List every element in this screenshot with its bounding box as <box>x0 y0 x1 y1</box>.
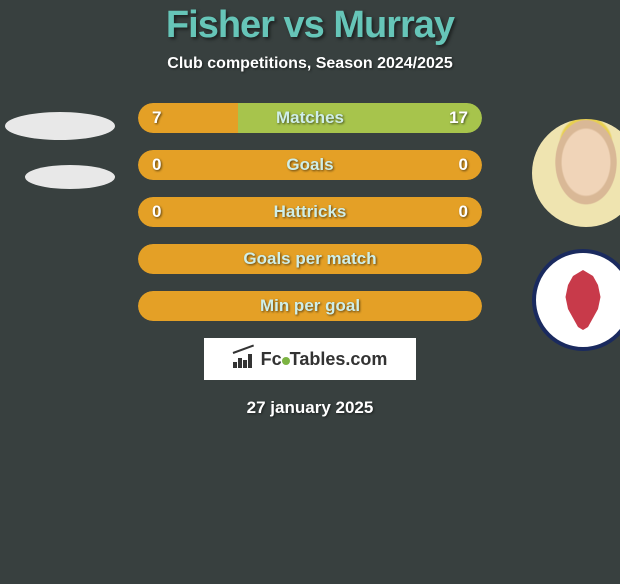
brand-prefix: Fc <box>261 349 282 369</box>
generation-date: 27 january 2025 <box>0 398 620 418</box>
watermark-badge: Fc Tables.com <box>204 338 416 380</box>
stat-value-left: 7 <box>152 108 161 128</box>
brand-text: Fc Tables.com <box>261 349 388 370</box>
stat-row: Goals0 0 <box>138 150 482 180</box>
stat-row: Hattricks0 0 <box>138 197 482 227</box>
stat-value-right: 17 <box>449 108 468 128</box>
stat-label: Matches <box>138 108 482 128</box>
stat-row: Matches7 17 <box>138 103 482 133</box>
brand-dot-icon <box>282 357 290 365</box>
chart-icon <box>233 350 255 368</box>
stat-row: Goals per match <box>138 244 482 274</box>
stats-comparison: Matches717Goals00Hattricks00Goals per ma… <box>0 103 620 321</box>
stat-value-right: 0 <box>459 155 468 175</box>
page-title: Fisher vs Murray <box>0 4 620 47</box>
brand-suffix: Tables.com <box>290 349 388 369</box>
stat-label: Goals per match <box>138 249 482 269</box>
stat-row: Min per goal <box>138 291 482 321</box>
stat-label: Min per goal <box>138 296 482 316</box>
page-subtitle: Club competitions, Season 2024/2025 <box>0 55 620 73</box>
stat-label: Goals <box>138 155 482 175</box>
stat-value-right: 0 <box>459 202 468 222</box>
stat-label: Hattricks <box>138 202 482 222</box>
stat-value-left: 0 <box>152 155 161 175</box>
stat-value-left: 0 <box>152 202 161 222</box>
